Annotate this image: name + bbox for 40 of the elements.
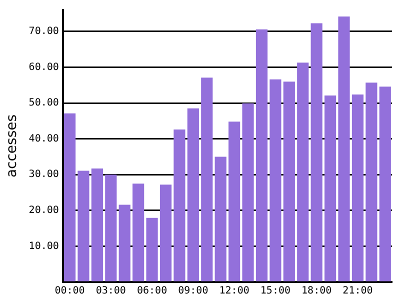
- bar: [105, 174, 117, 282]
- y-tick-label: 10.00: [28, 240, 59, 252]
- bar: [228, 122, 240, 282]
- x-tick-label: 15:00: [260, 286, 290, 297]
- y-tick-label: 50.00: [28, 98, 59, 109]
- y-tick-label: 70.00: [28, 26, 59, 38]
- bar: [146, 218, 158, 282]
- y-tick-label: 60.00: [28, 62, 59, 73]
- x-tick-label: 03:00: [96, 286, 126, 297]
- x-tick-label: 18:00: [302, 286, 332, 297]
- y-tick-label: 30.00: [28, 169, 59, 180]
- bar: [78, 170, 90, 282]
- bar: [160, 184, 172, 282]
- bar: [187, 108, 199, 282]
- bar: [352, 94, 364, 282]
- bar: [214, 156, 226, 282]
- x-tick-label: 00:00: [54, 286, 85, 297]
- bar: [338, 16, 350, 282]
- bar: [283, 82, 295, 282]
- bar: [310, 23, 322, 282]
- y-tick-label: 20.00: [28, 205, 59, 216]
- bar: [64, 113, 76, 282]
- bar: [132, 184, 144, 282]
- y-axis-title: accesses: [4, 114, 20, 178]
- bar: [174, 130, 186, 282]
- bar: [242, 103, 254, 282]
- y-tick-label: 40.00: [28, 133, 59, 144]
- x-tick-label: 12:00: [219, 286, 250, 297]
- bar: [379, 86, 391, 282]
- bar: [324, 96, 336, 282]
- bar: [201, 78, 213, 282]
- bar: [270, 79, 282, 282]
- x-tick-label: 06:00: [136, 286, 168, 297]
- bar: [118, 204, 130, 282]
- bar: [366, 82, 378, 282]
- bar: [297, 62, 309, 282]
- x-tick-label: 21:00: [342, 286, 373, 297]
- bar: [91, 168, 103, 282]
- bar: [256, 29, 268, 282]
- x-tick-label: 09:00: [178, 286, 208, 297]
